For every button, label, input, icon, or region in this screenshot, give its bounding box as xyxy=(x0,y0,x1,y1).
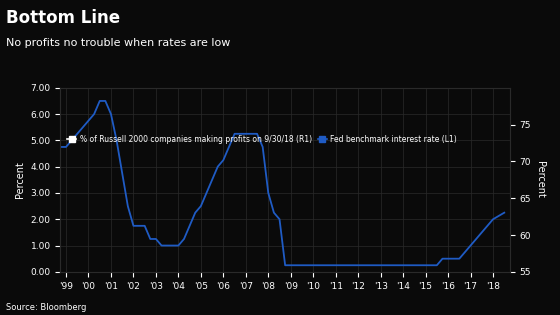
Y-axis label: Percent: Percent xyxy=(15,161,25,198)
Text: Source: Bloomberg: Source: Bloomberg xyxy=(6,303,86,312)
Legend: % of Russell 2000 companies making profits on 9/30/18 (R1), Fed benchmark intere: % of Russell 2000 companies making profi… xyxy=(64,132,460,147)
Text: Bottom Line: Bottom Line xyxy=(6,9,120,27)
Text: No profits no trouble when rates are low: No profits no trouble when rates are low xyxy=(6,38,230,48)
Y-axis label: Percent: Percent xyxy=(535,161,545,198)
